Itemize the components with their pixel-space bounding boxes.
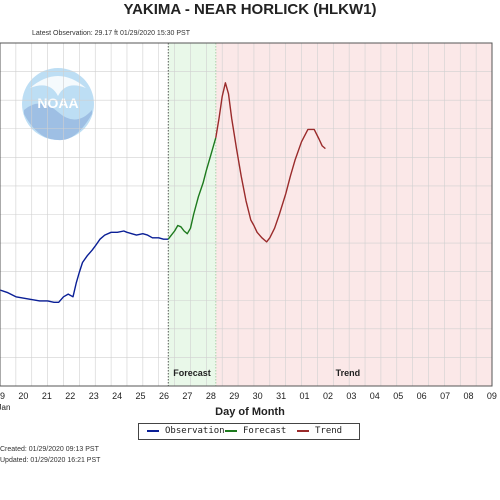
series-line-forecast [167,137,217,240]
x-tick-label: 24 [112,391,122,401]
x-tick-label: 07 [440,391,450,401]
legend-forecast-label: Forecast [243,426,287,436]
latest-observation: Latest Observation: 29.17 ft 01/29/2020 … [32,30,190,37]
noaa-logo-icon: NOAA [22,68,94,141]
x-tick-label: 22 [65,391,75,401]
x-tick-label: 31 [276,391,286,401]
x-tick-label: 03 [346,391,356,401]
x-tick-label: 29 [229,391,239,401]
chart-legend: Observation Forecast Trend [138,423,360,440]
x-tick-label: 23 [89,391,99,401]
x-tick-label: 21 [42,391,52,401]
x-axis-label: Day of Month [215,406,285,418]
series-line-observation [0,230,169,303]
x-tick-label: 06 [417,391,427,401]
legend-forecast-swatch [225,430,237,432]
plot-frame [0,42,493,387]
footer-created: Created: 01/29/2020 09:13 PST [0,446,99,453]
x-tick-sublabel: Jan [0,403,10,412]
x-tick-label: 08 [464,391,474,401]
chart-title: YAKIMA - NEAR HORLICK (HLKW1) [123,1,377,18]
x-tick-label: 19 [0,391,5,401]
x-tick-label: 27 [182,391,192,401]
series-line-trend [215,82,326,243]
x-tick-label: 20 [18,391,28,401]
footer: Created: 01/29/2020 09:13 PST Updated: 0… [0,444,100,466]
x-tick-label: 30 [253,391,263,401]
legend-trend-label: Trend [315,426,343,436]
legend-trend: Trend [297,426,342,436]
legend-observation: Observation [147,426,225,436]
x-tick-label: 01 [300,391,310,401]
legend-observation-swatch [147,430,159,432]
trend-region-label: Trend [336,368,361,378]
x-tick-label: 05 [393,391,403,401]
x-tick-label: 02 [323,391,333,401]
x-tick-label: 26 [159,391,169,401]
x-tick-label: 25 [136,391,146,401]
x-tick-label: 04 [370,391,380,401]
legend-trend-swatch [297,430,309,432]
x-tick-label: 28 [206,391,216,401]
forecast-region-label: Forecast [173,368,211,378]
legend-observation-label: Observation [165,426,225,436]
x-tick-label: 09 [487,391,497,401]
footer-updated: Updated: 01/29/2020 16:21 PST [0,457,101,464]
legend-forecast: Forecast [225,426,286,436]
